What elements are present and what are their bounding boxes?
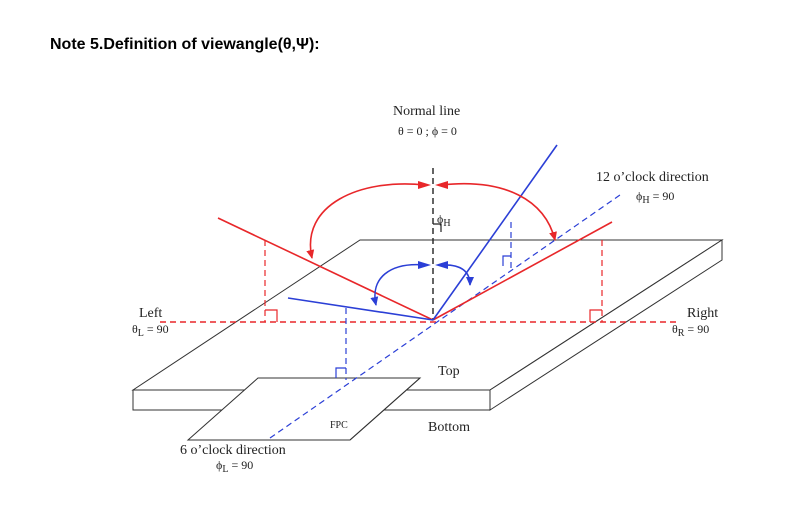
right-theta-value: = 90 xyxy=(684,322,709,336)
twelve-oclock-label: 12 o’clock direction xyxy=(596,170,709,185)
right-theta-symbol: θ xyxy=(672,322,678,336)
normal-line-equation: θ = 0 ; ϕ = 0 xyxy=(398,124,457,138)
six-phi-subscript: L xyxy=(222,464,228,475)
view-lines xyxy=(217,144,613,321)
twelve-phi-value: = 90 xyxy=(650,189,675,203)
right-theta-subscript: R xyxy=(678,328,685,339)
six-twelve-axis xyxy=(269,194,621,439)
twelve-phi-symbol: ϕ xyxy=(636,189,642,203)
blue-lower-view-line xyxy=(287,297,434,321)
left-label: Left xyxy=(139,306,162,321)
phi-h-label: ϕH xyxy=(437,212,451,229)
twelve-phi-subscript: H xyxy=(642,195,649,206)
six-phi-value: = 90 xyxy=(228,458,253,472)
six-oclock-label: 6 o’clock direction xyxy=(180,443,286,458)
bottom-label: Bottom xyxy=(428,420,470,435)
six-phi-symbol: ϕ xyxy=(216,458,222,472)
six-oclock-equation: ϕL = 90 xyxy=(216,458,253,475)
blue-upper-view-line xyxy=(432,144,558,321)
phi-h-symbol: ϕ xyxy=(437,212,443,226)
blue-arc-left xyxy=(370,263,426,306)
red-right-view-line xyxy=(432,221,613,321)
normal-line-label: Normal line xyxy=(393,104,460,119)
red-arc-right xyxy=(440,182,557,241)
angle-arrows xyxy=(306,182,557,306)
left-theta-symbol: θ xyxy=(132,322,138,336)
left-equation: θL = 90 xyxy=(132,322,169,339)
left-theta-value: = 90 xyxy=(144,322,169,336)
page-title: Note 5.Definition of viewangle(θ,Ψ): xyxy=(50,36,320,53)
left-theta-subscript: L xyxy=(138,328,144,339)
red-left-view-line xyxy=(217,217,434,321)
normal-arrowheads xyxy=(418,181,448,269)
red-arc-left xyxy=(306,183,426,259)
right-equation: θR = 90 xyxy=(672,322,709,339)
twelve-oclock-equation: ϕH = 90 xyxy=(636,189,674,206)
panel-side-face xyxy=(489,239,723,411)
right-label: Right xyxy=(687,306,718,321)
right-angle-marks xyxy=(265,223,602,378)
phi-h-subscript: H xyxy=(443,218,450,229)
top-label: Top xyxy=(438,364,460,379)
fpc-label: FPC xyxy=(330,420,348,431)
fpc-tab xyxy=(186,377,422,441)
